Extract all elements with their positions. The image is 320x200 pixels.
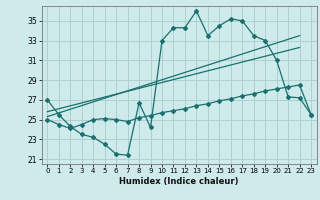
X-axis label: Humidex (Indice chaleur): Humidex (Indice chaleur) bbox=[119, 177, 239, 186]
